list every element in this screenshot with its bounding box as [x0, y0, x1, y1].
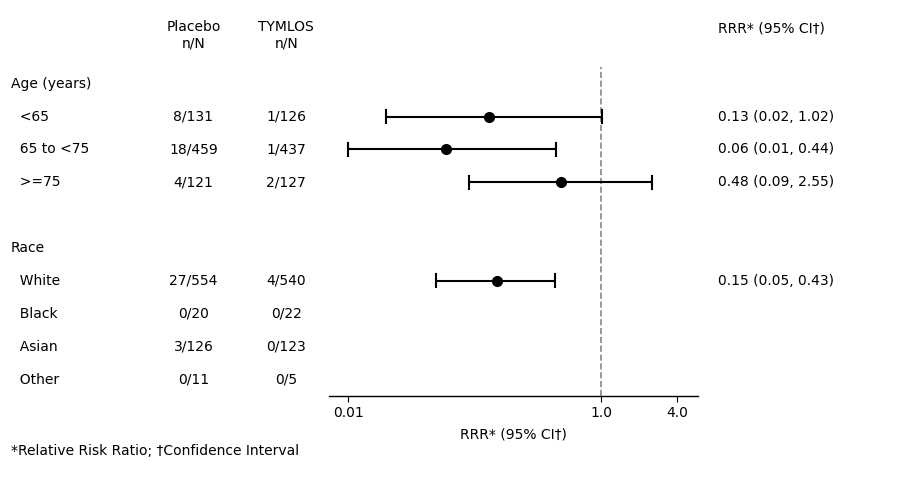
Text: 0.15 (0.05, 0.43): 0.15 (0.05, 0.43) — [718, 274, 834, 288]
Text: RRR* (95% CI†): RRR* (95% CI†) — [718, 22, 825, 36]
Text: 0.13 (0.02, 1.02): 0.13 (0.02, 1.02) — [718, 109, 834, 123]
Text: 0/5: 0/5 — [275, 372, 297, 386]
Text: 0/20: 0/20 — [178, 307, 209, 321]
Text: White: White — [11, 274, 60, 288]
Text: Age (years): Age (years) — [11, 77, 91, 91]
Text: Race: Race — [11, 241, 45, 255]
Text: <65: <65 — [11, 109, 49, 123]
Text: 0/123: 0/123 — [266, 340, 306, 354]
Text: 1/126: 1/126 — [266, 109, 306, 123]
Text: 0.48 (0.09, 2.55): 0.48 (0.09, 2.55) — [718, 175, 834, 189]
Text: 0/22: 0/22 — [271, 307, 302, 321]
Text: 4/121: 4/121 — [174, 175, 213, 189]
Text: >=75: >=75 — [11, 175, 60, 189]
Text: 8/131: 8/131 — [174, 109, 213, 123]
Text: 4/540: 4/540 — [266, 274, 306, 288]
Text: 27/554: 27/554 — [169, 274, 218, 288]
Text: Other: Other — [11, 372, 58, 386]
Text: 0.06 (0.01, 0.44): 0.06 (0.01, 0.44) — [718, 143, 834, 156]
Text: *Relative Risk Ratio; †Confidence Interval: *Relative Risk Ratio; †Confidence Interv… — [11, 444, 299, 458]
Text: 2/127: 2/127 — [266, 175, 306, 189]
Text: Black: Black — [11, 307, 58, 321]
Text: TYMLOS
n/N: TYMLOS n/N — [258, 20, 314, 50]
Text: 3/126: 3/126 — [174, 340, 213, 354]
Text: 18/459: 18/459 — [169, 143, 218, 156]
Text: Asian: Asian — [11, 340, 58, 354]
Text: 1/437: 1/437 — [266, 143, 306, 156]
Text: 65 to <75: 65 to <75 — [11, 143, 89, 156]
Text: 0/11: 0/11 — [178, 372, 209, 386]
X-axis label: RRR* (95% CI†): RRR* (95% CI†) — [460, 427, 566, 442]
Text: Placebo
n/N: Placebo n/N — [166, 20, 220, 50]
